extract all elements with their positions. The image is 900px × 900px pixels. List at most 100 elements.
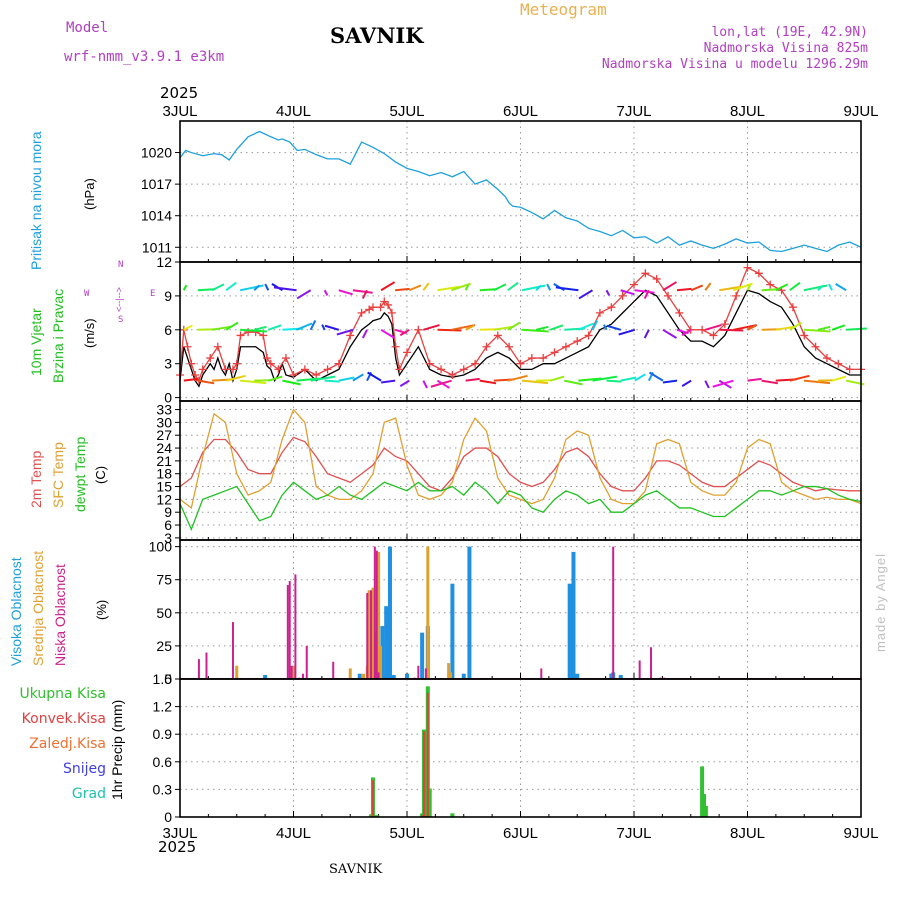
bar-konvek-kisa (426, 692, 429, 817)
wind-barb (546, 283, 552, 291)
bar-niska (375, 550, 378, 679)
gust-marker (709, 331, 718, 340)
wind-barb (690, 284, 704, 292)
bar-visoka (420, 632, 425, 679)
wind-barb (789, 374, 810, 382)
panel-frame-temperature (179, 400, 862, 541)
wind-barb (789, 321, 803, 331)
wind-barb (643, 289, 650, 299)
gust-marker (607, 303, 616, 312)
bar-srednja (379, 645, 383, 679)
wind-barb (775, 283, 789, 292)
wind-barb (620, 289, 635, 296)
wind-barb (211, 325, 232, 331)
wind-barb (535, 325, 549, 331)
y-tick-label: 1020 (141, 145, 172, 161)
y-tick-label: 0.9 (153, 726, 173, 742)
gust-marker (274, 365, 283, 374)
wind-barb (399, 379, 410, 387)
y-tick-label: 12 (156, 254, 172, 270)
series-line-10m-speed (179, 289, 861, 388)
y-tick-label: 27 (156, 427, 172, 443)
wind-barb (479, 379, 497, 385)
bar-visoka (461, 673, 466, 679)
wind-barb (273, 286, 297, 292)
series-line-dewpt-temp (179, 481, 862, 532)
gust-marker (482, 342, 491, 351)
x-label-top: 6JUL (503, 103, 538, 120)
wind-barb (264, 283, 270, 291)
gust-marker (527, 354, 536, 363)
x-label-bottom: 7JUL (616, 825, 651, 842)
wind-barb (465, 377, 480, 382)
wind-barb (846, 327, 867, 331)
wind-barb (380, 328, 396, 339)
wind-barb (803, 328, 831, 333)
wind-barb (521, 379, 549, 385)
wind-barb (240, 328, 267, 333)
wind-barb (507, 281, 519, 292)
bar-ukupna-kisa (427, 788, 432, 817)
wind-barb (183, 324, 193, 331)
wind-barb (282, 379, 301, 386)
wind-barb (747, 324, 757, 331)
wind-barb (634, 373, 646, 382)
x-label-bottom: 5JUL (389, 825, 424, 842)
gust-marker (539, 354, 548, 363)
gust-marker (652, 274, 661, 283)
y-tick-label: 9 (164, 288, 172, 304)
legend-snow: Snijeg (62, 761, 106, 777)
bar-visoka (405, 673, 409, 679)
wind-barb (704, 282, 712, 291)
y-tick-label: 3 (164, 530, 172, 546)
gust-marker (179, 325, 188, 334)
wind-barb (719, 285, 742, 292)
gust-marker (384, 300, 393, 309)
meteogram-label: Meteogram (520, 0, 607, 19)
legend-total-rain: Ukupna Kisa (19, 686, 106, 702)
wind-barb (254, 325, 267, 331)
wind-barb (733, 324, 757, 331)
y-tick-label: 1017 (141, 176, 172, 192)
wind-barb (352, 373, 364, 382)
wind-barb (817, 284, 824, 291)
y-tick-label: 3 (164, 356, 172, 372)
bar-srednja (447, 663, 451, 679)
wind-barb (549, 375, 565, 382)
wind-barb (831, 375, 847, 382)
gust-marker (754, 269, 763, 278)
wind-barb (828, 283, 833, 291)
bar-niska (290, 665, 293, 679)
bar-visoka (357, 673, 362, 679)
wind-barb (662, 281, 677, 292)
wind-barb (436, 379, 450, 389)
wind-barb (507, 374, 528, 382)
wind-barb (719, 328, 744, 332)
gust-marker (766, 280, 775, 289)
gust-marker (822, 354, 831, 363)
wind-barb (183, 377, 199, 382)
bar-niska (332, 661, 335, 679)
y-tick-label: 6 (164, 322, 172, 338)
gust-marker (437, 365, 446, 374)
wind-barb (733, 282, 753, 292)
wind-barb (352, 289, 373, 294)
wind-barb (240, 379, 267, 385)
gust-marker (391, 342, 400, 351)
wind-barb (296, 322, 313, 331)
bar-visoka (567, 583, 572, 679)
legend-conv-rain: Konvek.Kisa (21, 711, 106, 727)
y-tick-label: 0 (164, 390, 172, 406)
x-label-bottom: 9JUL (843, 825, 878, 842)
y-tick-label: 1014 (141, 208, 172, 224)
footer-title: SAVNIK (329, 862, 383, 877)
gust-marker (183, 342, 192, 351)
bar-visoka (450, 583, 455, 679)
series-line-gust (179, 266, 861, 383)
gust-marker (595, 308, 604, 317)
bar-niska (540, 668, 543, 679)
wind-barb (521, 284, 546, 292)
legend-freezing-rain: Zaledj.Kisa (29, 736, 106, 752)
wind-barb (464, 284, 470, 291)
x-label-bottom: 6JUL (503, 825, 538, 842)
